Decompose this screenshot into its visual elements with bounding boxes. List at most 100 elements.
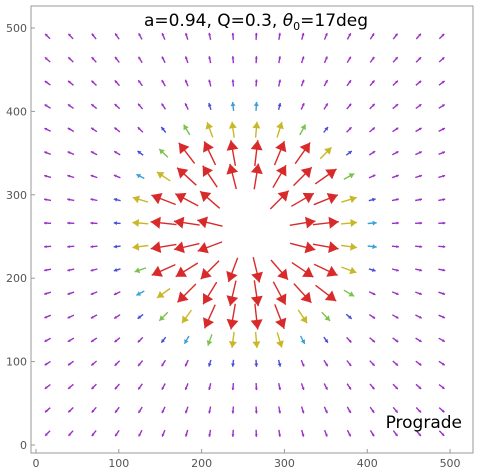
field-arrow [178,142,196,164]
field-arrow [251,257,263,283]
y-tick-label: 100 [6,356,27,369]
field-arrow [44,314,52,319]
field-arrow [415,245,423,249]
field-arrow [67,360,75,366]
field-arrow [415,337,422,343]
field-arrow [90,174,98,179]
field-arrow [113,174,121,179]
field-arrow [161,32,166,40]
field-arrow [161,429,166,437]
field-arrow [113,127,121,133]
field-arrow [90,268,98,272]
field-arrow [392,406,399,414]
field-arrow [391,198,399,202]
field-arrow [312,216,339,229]
field-arrow [158,311,169,322]
field-arrow [67,221,75,225]
field-arrow [369,360,376,367]
field-arrow [184,383,189,391]
field-arrow [369,430,375,437]
field-arrow [438,337,446,343]
field-arrow [415,407,422,413]
field-arrow [137,313,144,320]
field-arrow [415,291,423,296]
field-arrow [367,244,377,250]
field-arrow [278,32,282,40]
field-arrow [341,219,358,227]
field-arrow [392,56,399,63]
field-arrow [136,290,145,297]
field-arrow [228,331,237,348]
field-arrow [44,383,51,390]
field-arrow [312,241,339,253]
field-arrow [392,127,399,133]
field-arrow [137,336,144,343]
field-arrow [67,291,75,295]
field-arrow [137,406,143,414]
field-arrow [160,336,167,344]
field-arrow [415,150,423,156]
field-arrow [369,79,376,87]
field-arrow [438,291,446,295]
field-arrow [226,257,239,283]
field-arrow [231,56,235,64]
field-arrow [113,197,121,202]
field-arrow [392,80,399,86]
y-tick-label: 200 [6,272,27,285]
field-arrow [132,219,149,227]
field-arrow [369,126,376,133]
field-arrow [184,79,189,87]
field-arrow [300,56,305,64]
field-arrow [44,56,51,63]
field-arrow [200,260,220,280]
field-arrow [132,195,149,204]
field-arrow [391,150,399,156]
field-arrow [300,102,305,110]
field-arrow [289,241,316,254]
field-arrow [369,383,375,390]
field-arrow [293,283,312,304]
field-arrow [67,174,75,179]
field-arrow [156,287,171,299]
field-arrow [44,127,52,132]
field-arrow [323,406,328,414]
field-arrow [67,407,74,413]
field-arrow [368,268,376,272]
field-arrow [183,335,190,345]
field-arrow [369,56,375,63]
field-arrow [113,268,121,272]
field-arrow [392,103,399,110]
field-arrow [278,383,282,391]
field-arrow [391,291,399,296]
field-arrow [323,336,329,344]
field-arrow [291,192,315,207]
field-arrow [274,304,287,329]
field-arrow [91,56,97,63]
field-arrow [184,359,189,367]
field-arrow [438,360,446,366]
field-arrow [90,103,98,110]
field-arrow [138,32,143,40]
x-tick-label: 200 [191,457,212,470]
field-arrow [43,198,52,202]
field-arrow [278,429,282,437]
field-arrow [208,56,212,64]
plot-frame [30,5,474,454]
field-arrow [114,337,121,343]
field-arrow [438,103,446,109]
field-arrow [415,430,422,437]
field-arrow [323,383,329,391]
field-arrow [114,56,120,63]
field-arrow [113,291,121,296]
field-arrow [114,103,121,110]
field-arrow [289,216,316,229]
field-arrow [369,33,375,40]
field-arrow [206,334,213,346]
field-arrow [323,429,328,437]
field-arrow [226,280,239,307]
field-arrow [90,314,98,319]
field-arrow [369,406,375,414]
field-arrow [91,406,97,414]
field-arrow [208,32,212,40]
field-arrow [300,359,305,367]
